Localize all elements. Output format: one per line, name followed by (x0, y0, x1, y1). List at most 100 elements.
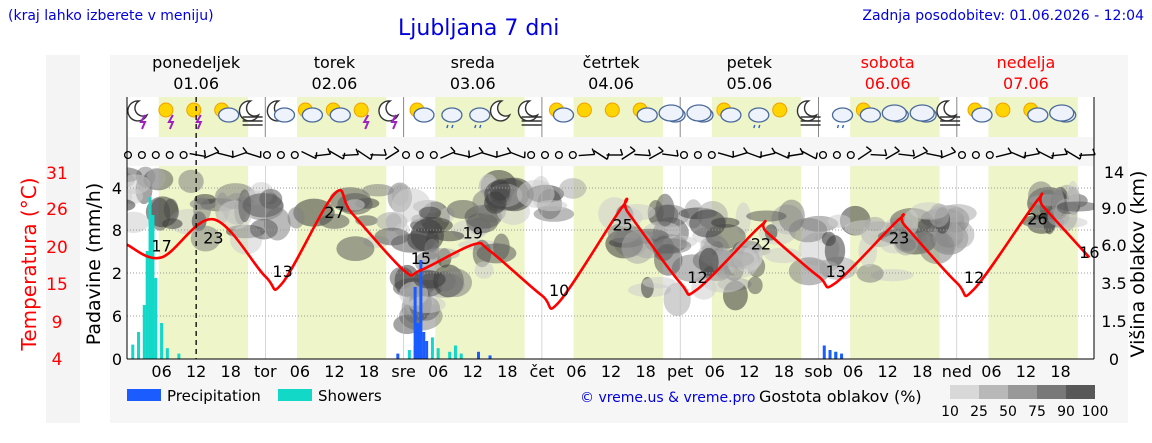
wind-barb-feather (355, 148, 360, 155)
wind-calm-icon (957, 150, 967, 160)
wind-barb-shaft (440, 151, 456, 159)
wind-barb-shaft (745, 151, 762, 159)
day-date: 06.06 (865, 74, 911, 93)
cloud-icon (636, 107, 658, 123)
temperature-tick: 31 (46, 164, 68, 184)
moon-icon (238, 100, 261, 122)
cloud-density-blob (374, 227, 410, 246)
sun-icon (604, 102, 620, 118)
wind-calm-icon (832, 150, 841, 160)
sun-cloud-icon (297, 102, 324, 123)
wind-barb-shaft (634, 153, 651, 157)
cloud-density-blob (928, 203, 950, 228)
precipitation-bar (396, 353, 400, 359)
sun-cloud-icon (325, 102, 351, 123)
shower-bar (459, 353, 463, 359)
cloud-legend-swatch (1037, 385, 1066, 399)
cloud-density-blob (698, 247, 719, 276)
wind-barb-icon (467, 146, 484, 159)
shower-bar (165, 348, 169, 359)
moon-storm-icon (127, 100, 149, 130)
precipitation-bar (828, 350, 832, 359)
moon-icon (489, 100, 512, 122)
cloud-rain-icon (469, 107, 491, 129)
wind-barb-shaft (717, 152, 734, 158)
wind-barb-feather (894, 146, 900, 152)
day-name: sreda (451, 53, 495, 72)
wind-barb-feather (478, 146, 484, 153)
cloud-height-tick: 1.5 (1101, 312, 1126, 331)
wind-barb-feather (606, 153, 610, 160)
sun-storm-icon (186, 102, 203, 130)
precipitation-bar (477, 351, 481, 359)
wind-barb-icon (329, 150, 346, 160)
cloud-icon (720, 107, 742, 123)
day-date: 04.06 (588, 74, 634, 93)
x-day-tick: čet (529, 362, 554, 381)
cloud-density-blob (764, 224, 778, 241)
wind-calm-icon (290, 150, 299, 160)
wind-calm-icon (693, 150, 702, 160)
wind-barb-shaft (801, 150, 817, 160)
cloud-density-blob (856, 264, 884, 283)
cloud-legend-value: 75 (1028, 404, 1046, 420)
wind-barb-feather (450, 146, 456, 153)
shower-bar (448, 351, 452, 359)
x-day-tick: ned (942, 362, 972, 381)
rain-icon (474, 124, 482, 129)
cloud-icon (1049, 104, 1077, 123)
wind-barb-icon (870, 149, 888, 157)
wind-barb-icon (370, 148, 387, 156)
sun-icon (995, 102, 1011, 118)
cloud-density-blob (345, 199, 365, 211)
lightning-icon (195, 114, 203, 130)
wind-barb-feather (629, 146, 636, 152)
wind-calm-icon (151, 150, 160, 160)
wind-barb-shaft (245, 151, 261, 159)
x-hour-tick: 12 (601, 362, 621, 381)
wind-barb-shaft (481, 151, 498, 159)
cloud-legend-swatch (950, 385, 979, 399)
temperature-label: 22 (751, 235, 771, 254)
cloud-density-blob (259, 188, 283, 209)
cloud-density-blob (190, 225, 221, 252)
precipitation-tick: 2 (112, 264, 122, 283)
day-name: torek (314, 53, 356, 72)
precipitation-bar (425, 341, 429, 359)
temperature-label: 12 (964, 268, 984, 287)
day-date: 07.06 (1003, 74, 1049, 93)
cloud-icon (909, 104, 937, 123)
cloud-density-blob (127, 199, 136, 211)
x-hour-tick: 12 (1016, 362, 1036, 381)
wind-calm-icon (707, 150, 716, 160)
wind-barb-feather (884, 149, 888, 156)
temperature-tick: 26 (46, 200, 68, 220)
cloud-density-blob (747, 276, 763, 295)
temperature-label: 27 (324, 203, 344, 222)
wind-barb-icon (440, 146, 456, 159)
cloud-height-axis-label: Višina oblakov (km) (1127, 171, 1149, 358)
cloud-density-blob (821, 231, 836, 247)
cloud-icon (881, 104, 909, 123)
lightning-icon (167, 114, 175, 130)
wind-barb-shaft (453, 152, 470, 158)
legend-label: Precipitation (167, 387, 261, 405)
wind-barb-icon (203, 146, 220, 159)
cloud-density-blob (919, 230, 955, 265)
cloud-density-blob (827, 214, 851, 228)
day-date: 01.06 (173, 74, 219, 93)
wind-barb-icon (509, 151, 526, 159)
legend-label: Showers (318, 387, 382, 405)
x-day-tick: sre (391, 362, 415, 381)
wind-barb-shaft (870, 153, 887, 157)
wind-barb-feather (523, 151, 526, 158)
wind-barb-icon (1051, 148, 1068, 157)
cloud-legend-swatch (1008, 385, 1037, 399)
cloud-height-tick: 14 (1104, 163, 1124, 182)
x-day-tick: sob (804, 362, 832, 381)
wind-barb-shaft (467, 151, 484, 159)
cloud-icon (971, 107, 993, 123)
cloud-density-blob (703, 274, 745, 293)
wind-barb-icon (621, 146, 636, 160)
shower-bar (453, 345, 457, 359)
